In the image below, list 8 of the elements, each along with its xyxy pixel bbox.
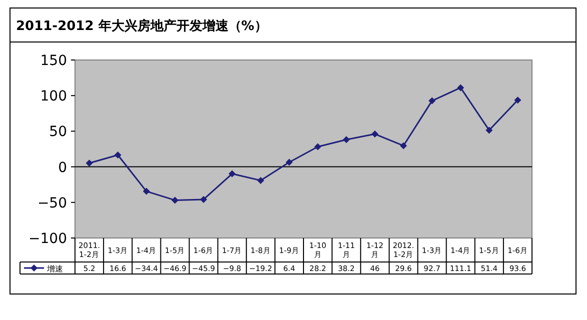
y-tick-label: 150 <box>40 53 67 69</box>
y-tick-label: 50 <box>49 124 67 140</box>
y-tick-label: −50 <box>37 195 67 212</box>
y-tick-label: −100 <box>28 231 67 247</box>
legend-label: 增速 <box>46 264 63 274</box>
chart-title: 2011-2012 年大兴房地产开发增速（%） <box>16 18 268 34</box>
y-tick-label: 100 <box>40 88 67 105</box>
y-tick-label: 0 <box>58 160 67 176</box>
